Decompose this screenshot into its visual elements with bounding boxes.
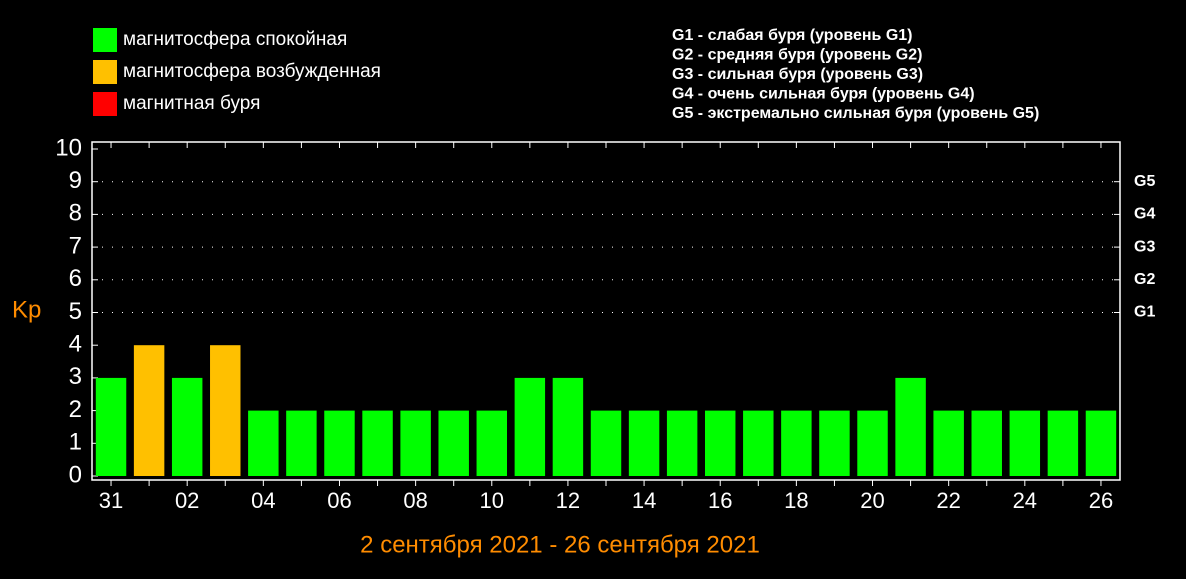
legend-swatch bbox=[93, 92, 117, 116]
x-tick-label: 06 bbox=[327, 488, 351, 513]
bar bbox=[971, 410, 1002, 476]
x-tick-label: 12 bbox=[556, 488, 580, 513]
legend-swatch bbox=[93, 28, 117, 52]
storm-level-note: G1 - слабая буря (уровень G1) bbox=[672, 27, 913, 44]
bar bbox=[514, 377, 546, 476]
legend-swatch bbox=[93, 60, 117, 84]
bar bbox=[286, 410, 317, 476]
storm-level-note: G2 - средняя буря (уровень G2) bbox=[672, 47, 922, 64]
bar bbox=[781, 410, 812, 476]
y-tick-label: 8 bbox=[69, 200, 82, 227]
bar bbox=[895, 377, 926, 476]
subtitle: 2 сентября 2021 - 26 сентября 2021 bbox=[360, 531, 760, 558]
x-tick-label: 10 bbox=[480, 488, 504, 513]
legend-label: магнитосфера спокойная bbox=[123, 29, 347, 50]
y-tick-label: 0 bbox=[69, 461, 82, 488]
bar bbox=[819, 410, 850, 476]
y2-tick-label: G2 bbox=[1134, 271, 1155, 288]
x-tick-label: 04 bbox=[251, 488, 275, 513]
y-tick-label: 10 bbox=[55, 134, 82, 161]
plot-frame bbox=[91, 141, 1121, 481]
bar bbox=[933, 410, 964, 476]
y-tick-label: 3 bbox=[69, 363, 82, 390]
x-tick-label: 26 bbox=[1089, 488, 1113, 513]
x-tick-label: 18 bbox=[784, 488, 808, 513]
x-tick-label: 24 bbox=[1013, 488, 1037, 513]
y2-tick-label: G4 bbox=[1134, 206, 1155, 223]
bar bbox=[400, 410, 431, 476]
bar bbox=[552, 377, 584, 476]
y2-tick-label: G5 bbox=[1134, 173, 1155, 190]
bar bbox=[666, 410, 698, 476]
y-tick-label: 1 bbox=[69, 429, 82, 456]
y-axis-label: Kp bbox=[12, 296, 41, 323]
x-tick-label: 14 bbox=[632, 488, 656, 513]
bar bbox=[1047, 410, 1079, 476]
bar bbox=[438, 410, 469, 476]
storm-level-note: G4 - очень сильная буря (уровень G4) bbox=[672, 86, 975, 103]
x-tick-label: 08 bbox=[403, 488, 427, 513]
bar bbox=[704, 410, 736, 476]
bar bbox=[95, 377, 127, 476]
bar bbox=[210, 345, 241, 476]
x-tick-label: 02 bbox=[175, 488, 199, 513]
bar bbox=[1085, 410, 1117, 476]
legend-label: магнитосфера возбужденная bbox=[123, 61, 381, 82]
bar bbox=[743, 410, 774, 476]
bar bbox=[628, 410, 660, 476]
bar bbox=[248, 410, 279, 476]
bar bbox=[171, 377, 203, 476]
bar bbox=[133, 345, 165, 476]
y-tick-label: 4 bbox=[69, 331, 82, 358]
y-tick-label: 9 bbox=[69, 167, 82, 194]
y2-tick-label: G1 bbox=[1134, 304, 1155, 321]
bar bbox=[362, 410, 393, 476]
x-tick-label: 22 bbox=[936, 488, 960, 513]
bar bbox=[476, 410, 508, 476]
storm-level-note: G5 - экстремально сильная буря (уровень … bbox=[672, 105, 1039, 122]
storm-level-note: G3 - сильная буря (уровень G3) bbox=[672, 66, 923, 83]
y-tick-label: 7 bbox=[69, 232, 82, 259]
x-tick-label: 20 bbox=[860, 488, 884, 513]
y-tick-label: 6 bbox=[69, 265, 82, 292]
y-tick-label: 2 bbox=[69, 396, 82, 423]
bar bbox=[1009, 410, 1041, 476]
x-tick-label: 31 bbox=[99, 488, 123, 513]
y2-tick-label: G3 bbox=[1134, 238, 1155, 255]
legend-label: магнитная буря bbox=[123, 93, 260, 114]
x-tick-label: 16 bbox=[708, 488, 732, 513]
y-tick-label: 5 bbox=[69, 298, 82, 325]
bar bbox=[590, 410, 622, 476]
bar bbox=[857, 410, 888, 476]
bar bbox=[324, 410, 355, 476]
